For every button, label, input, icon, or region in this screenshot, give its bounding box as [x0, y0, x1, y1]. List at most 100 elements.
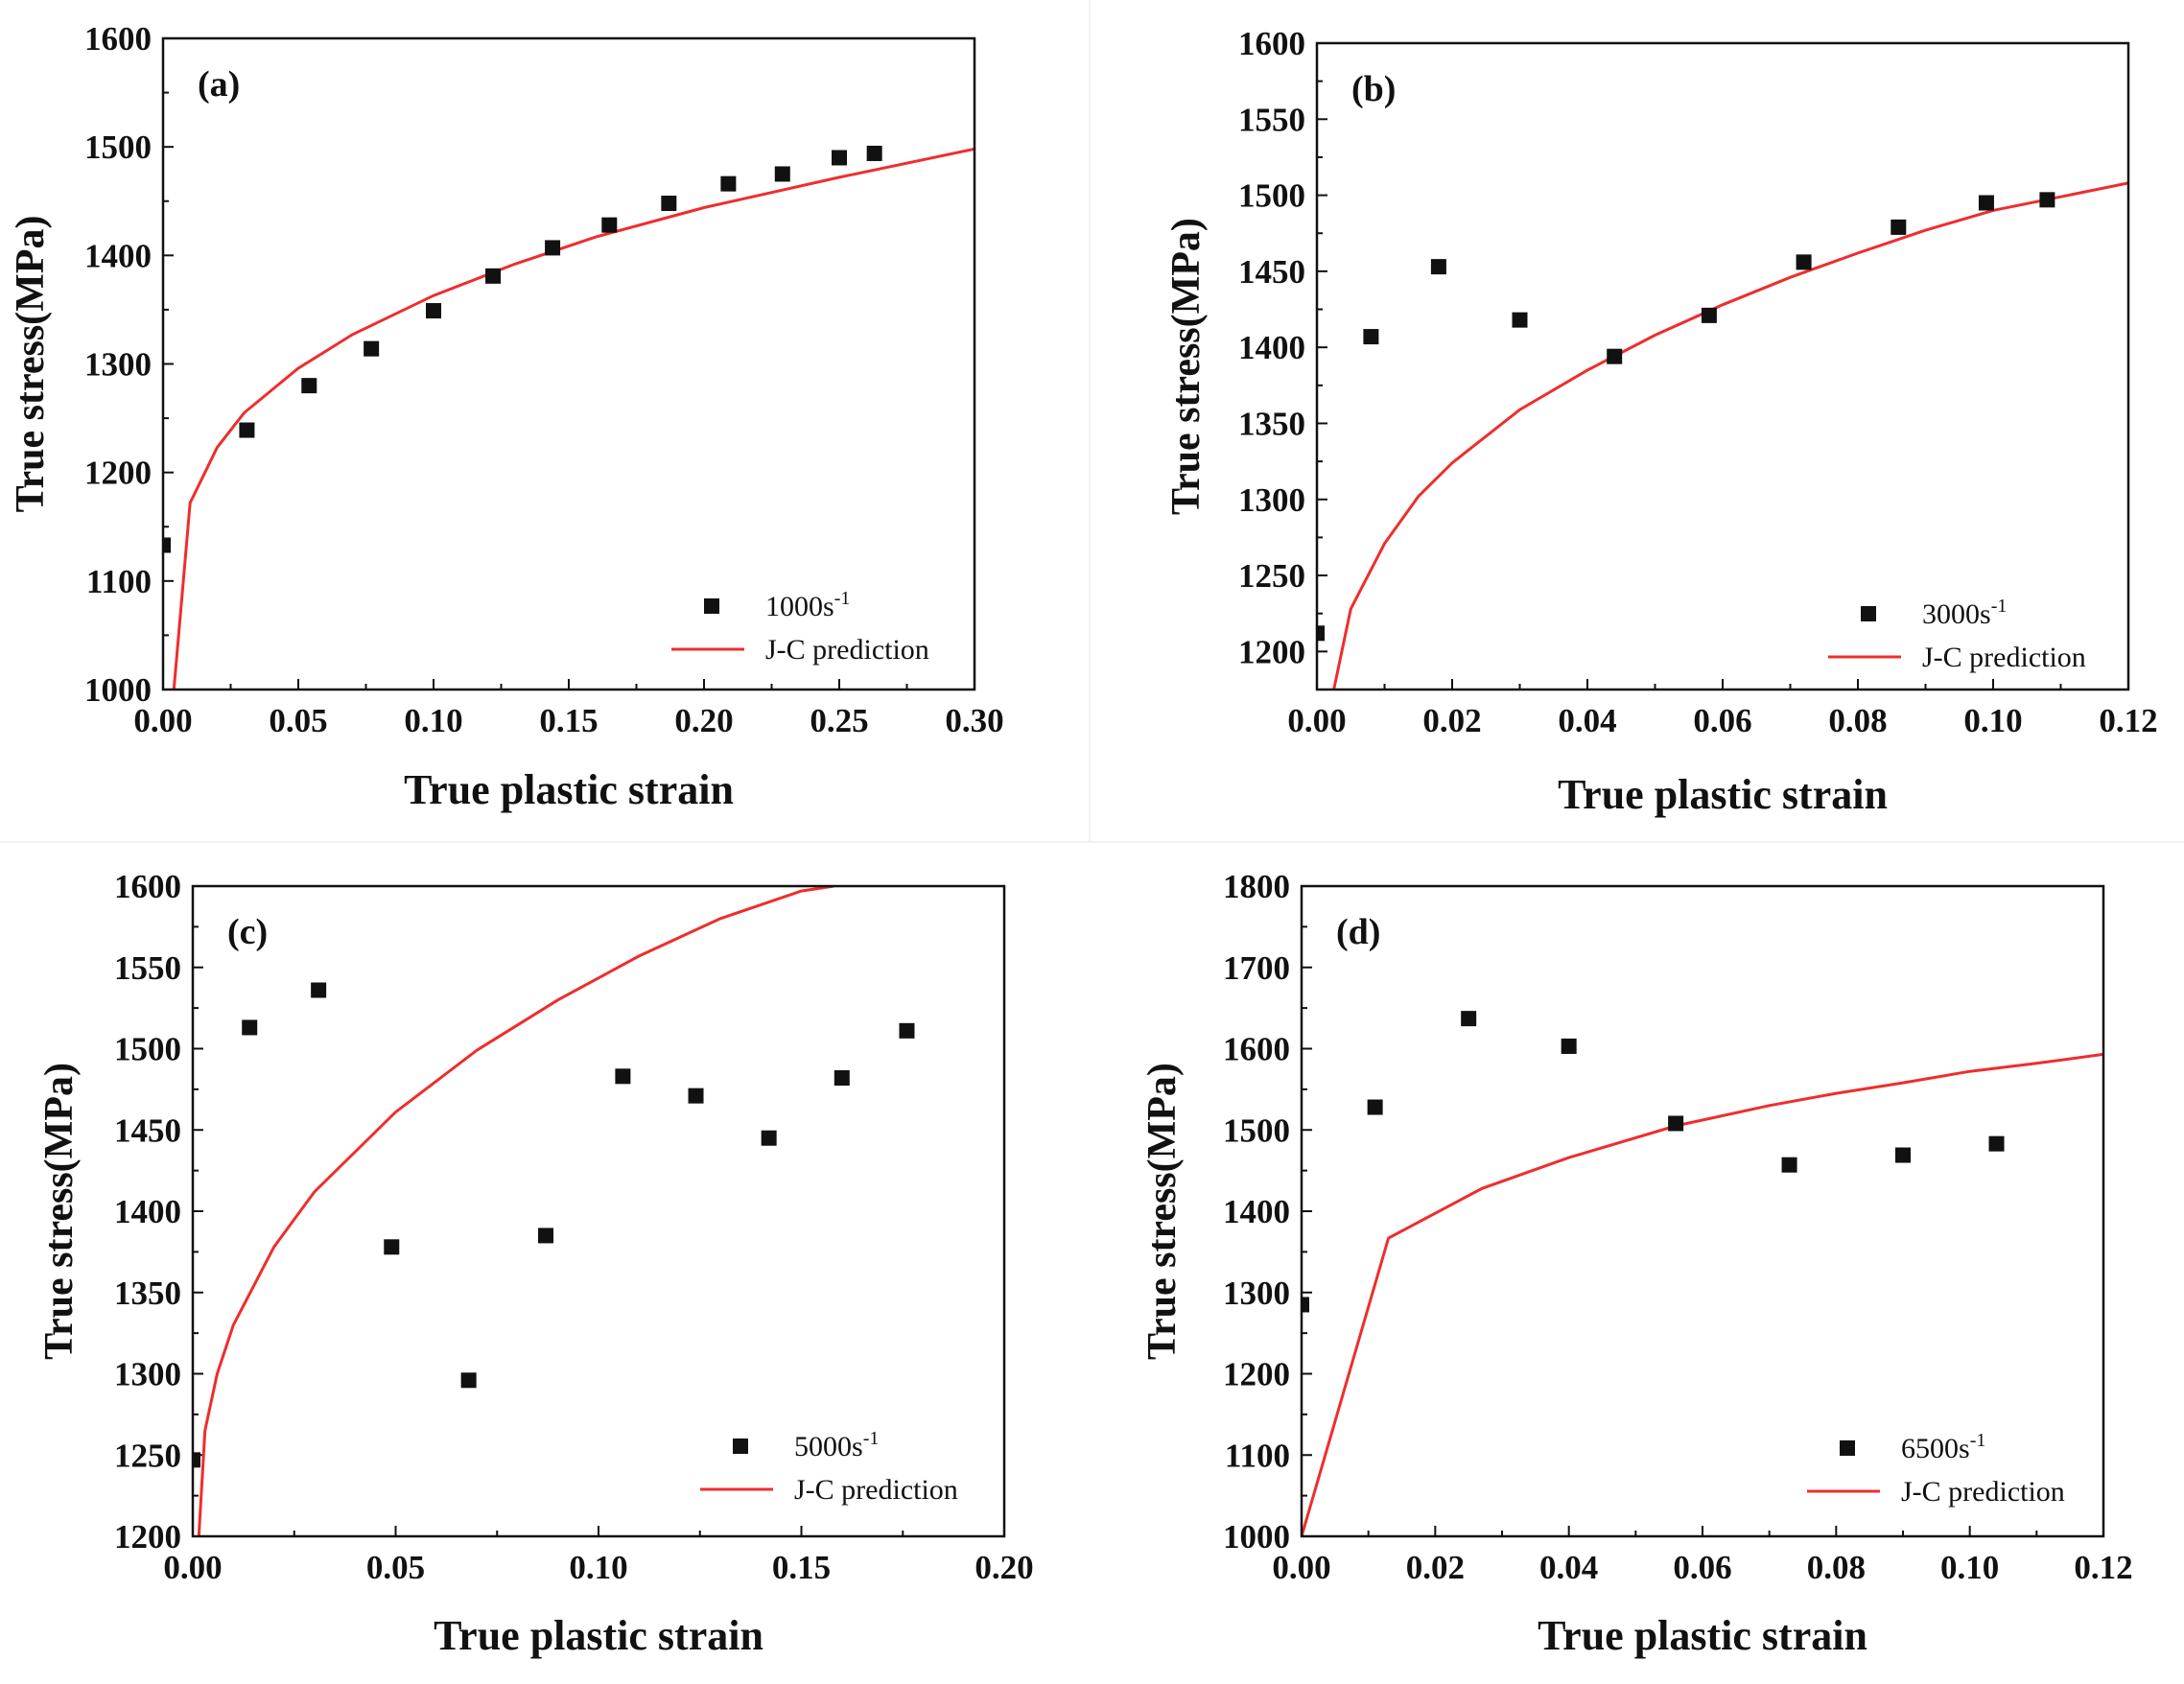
legend-marker-square: [704, 598, 719, 614]
y-tick-label: 1100: [86, 563, 152, 600]
y-tick-label: 1500: [1223, 1111, 1290, 1149]
data-point: [899, 1022, 915, 1039]
y-tick-label: 1200: [1223, 1356, 1290, 1393]
y-tick-label: 1300: [1238, 481, 1305, 519]
legend-superscript: -1: [1991, 596, 2008, 617]
data-point: [485, 268, 502, 284]
y-tick-label: 1550: [114, 949, 181, 987]
data-point: [301, 378, 317, 394]
data-point: [1461, 1011, 1477, 1027]
data-point: [239, 422, 255, 438]
y-tick-label: 1250: [114, 1437, 181, 1474]
y-tick-label: 1800: [1223, 868, 1290, 905]
y-tick-label: 1000: [1223, 1518, 1290, 1555]
y-tick-label: 1300: [1223, 1275, 1290, 1312]
legend-superscript: -1: [1970, 1430, 1986, 1451]
plot-frame: [191, 884, 1006, 1538]
x-tick-label: 0.10: [1963, 702, 2022, 739]
y-tick-label: 1200: [1238, 633, 1305, 670]
data-point: [1781, 1157, 1797, 1173]
data-point: [2039, 192, 2055, 208]
y-tick-label: 1400: [84, 237, 152, 274]
legend-superscript: -1: [834, 588, 851, 609]
y-tick-label: 1600: [84, 20, 152, 58]
data-point: [1895, 1147, 1911, 1163]
data-point: [193, 1452, 200, 1468]
y-tick-label: 1000: [84, 671, 152, 709]
legend-label-jc: J-C prediction: [794, 1474, 958, 1506]
data-point: [1367, 1099, 1383, 1115]
x-tick-label: 0.06: [1693, 702, 1751, 739]
plot-frame: [1315, 41, 2130, 691]
plot-frame: [1300, 884, 2105, 1538]
legend-label-strain-rate: 6500s-1: [1901, 1430, 1985, 1464]
chart-panel-a: 0.00 0.05 0.10 0.15 0.20 0.25 0.30 1000 1100 1200…: [9, 20, 1004, 813]
legend-label-strain-rate: 1000s-1: [765, 588, 850, 622]
x-tick-label: 0.25: [810, 702, 868, 739]
x-tick-label: 0.12: [2074, 1549, 2132, 1586]
data-point: [832, 150, 847, 166]
y-tick-label: 1450: [114, 1111, 181, 1149]
panel-label: (d): [1336, 912, 1380, 952]
legend-label-jc: J-C prediction: [1922, 642, 2086, 673]
x-axis-title: True plastic strain: [404, 766, 734, 813]
y-axis-title: True stress(MPa): [37, 1063, 82, 1360]
data-point: [163, 537, 171, 553]
y-axis-title: True stress(MPa): [9, 216, 53, 513]
data-point: [615, 1068, 631, 1085]
data-point: [1978, 195, 1994, 211]
x-tick-label: 0.08: [1828, 702, 1887, 739]
y-tick-label: 1300: [114, 1356, 181, 1393]
y-tick-label: 1250: [1238, 557, 1305, 595]
x-tick-label: 0.20: [975, 1549, 1033, 1586]
y-tick-label: 1400: [114, 1193, 181, 1230]
y-tick-label: 1500: [114, 1031, 181, 1068]
y-tick-label: 1400: [1223, 1193, 1290, 1230]
y-tick-label: 1550: [1238, 101, 1305, 138]
y-tick-label: 1100: [1225, 1437, 1290, 1474]
legend-label-strain-rate: 5000s-1: [794, 1428, 879, 1462]
jc-prediction-line: [1332, 181, 2128, 690]
chart-panel-d: 0.00 0.02 0.04 0.06 0.08 0.10 0.12 1000 1100 1200…: [1140, 868, 2133, 1659]
data-point: [1607, 348, 1623, 364]
panel-label: (c): [227, 912, 268, 952]
y-axis-title: True stress(MPa): [1140, 1063, 1185, 1360]
x-tick-label: 0.02: [1406, 1549, 1465, 1586]
data-point: [1561, 1038, 1577, 1054]
data-point: [720, 175, 737, 192]
data-point: [1890, 219, 1907, 235]
data-point: [834, 1070, 850, 1087]
x-tick-label: 0.00: [1287, 702, 1346, 739]
x-tick-label: 0.00: [1272, 1549, 1330, 1586]
x-tick-label: 0.10: [404, 702, 462, 739]
data-point: [1302, 1297, 1309, 1313]
data-point: [426, 303, 441, 319]
legend-label-jc: J-C prediction: [765, 634, 929, 666]
data-point: [384, 1239, 400, 1255]
data-point: [866, 145, 882, 161]
x-axis-title: True plastic strain: [434, 1612, 763, 1659]
x-tick-label: 0.20: [674, 702, 733, 739]
legend-marker-square: [1861, 606, 1876, 621]
x-tick-label: 0.15: [772, 1549, 831, 1586]
data-point: [1701, 307, 1717, 323]
data-point: [545, 240, 561, 256]
x-tick-label: 0.12: [2099, 702, 2157, 739]
y-tick-label: 1500: [84, 129, 152, 166]
jc-prediction-line: [172, 147, 975, 690]
y-tick-label: 1600: [114, 868, 181, 905]
data-point: [1668, 1115, 1684, 1132]
data-point: [460, 1372, 477, 1389]
data-point: [364, 340, 380, 357]
data-point: [311, 982, 327, 998]
x-tick-label: 0.30: [945, 702, 1003, 739]
data-point: [774, 166, 790, 182]
data-point: [1363, 329, 1379, 345]
x-tick-label: 0.05: [366, 1549, 425, 1586]
data-point: [761, 1130, 777, 1146]
data-point: [1796, 254, 1812, 270]
x-tick-label: 0.02: [1422, 702, 1481, 739]
x-tick-label: 0.10: [1940, 1549, 1999, 1586]
panel-label: (a): [198, 64, 240, 105]
data-point: [601, 217, 618, 233]
